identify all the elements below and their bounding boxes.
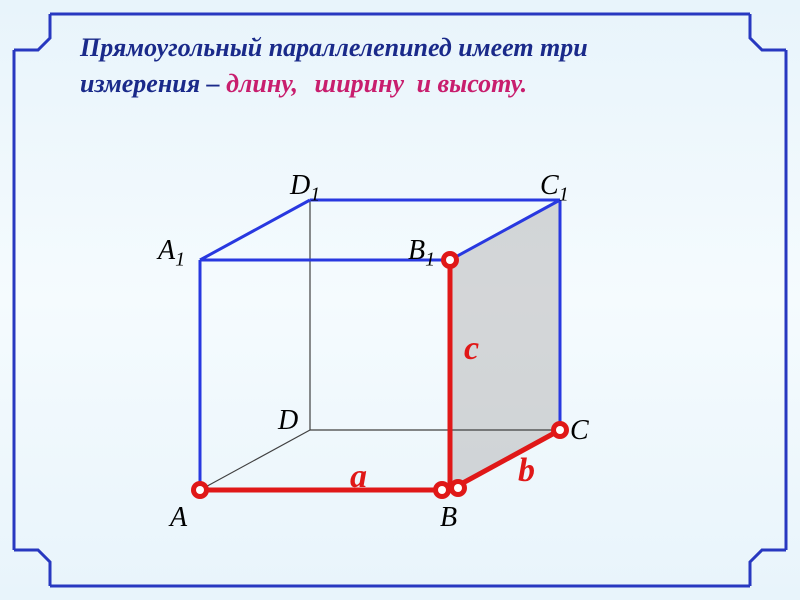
header-line1: Прямоугольный параллелепипед имеет три bbox=[80, 33, 588, 62]
cuboid-diagram: A B C D A1 B1 C1 D1 a b c bbox=[140, 130, 640, 550]
label-A1: A1 bbox=[158, 235, 185, 272]
height-word: и высоту. bbox=[417, 69, 528, 98]
width-word: ширину bbox=[315, 69, 405, 98]
length-word: длину, bbox=[226, 69, 298, 98]
label-D1: D1 bbox=[290, 170, 320, 207]
edge-D1A1 bbox=[200, 200, 310, 260]
label-B1: B1 bbox=[408, 235, 435, 272]
header-text: Прямоугольный параллелепипед имеет три и… bbox=[80, 30, 740, 103]
dim-a: a bbox=[350, 458, 367, 496]
edge-DA bbox=[200, 430, 310, 490]
header-prefix: измерения – bbox=[80, 69, 226, 98]
label-C: C bbox=[570, 415, 589, 447]
label-D: D bbox=[278, 405, 298, 437]
dim-b: b bbox=[518, 452, 535, 490]
label-A: A bbox=[170, 502, 187, 534]
label-C1: C1 bbox=[540, 170, 569, 207]
dim-c: c bbox=[464, 330, 479, 368]
label-B: B bbox=[440, 502, 457, 534]
